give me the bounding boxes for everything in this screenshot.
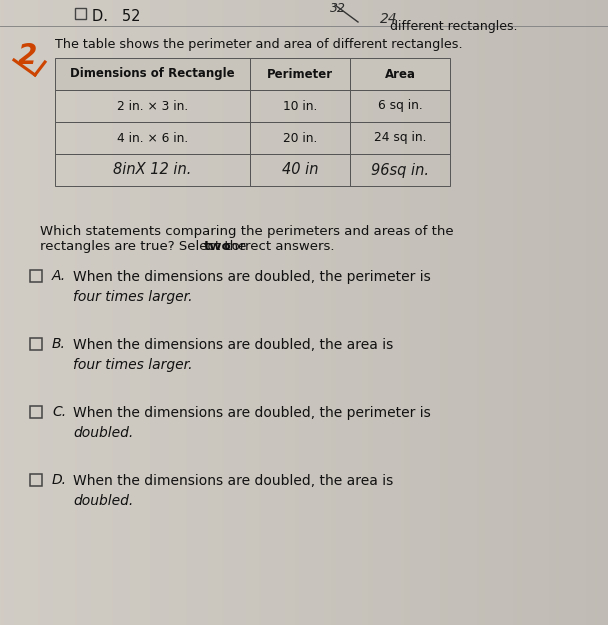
Text: rectangles are true? Select the: rectangles are true? Select the [40,240,250,253]
Bar [350,58,450,90]
Text: 32: 32 [330,2,346,15]
Text: 96sq in.: 96sq in. [371,162,429,177]
Bar [30,406,42,418]
Bar [250,154,350,186]
Bar [30,474,42,486]
Bar [75,8,86,19]
Text: 24: 24 [380,12,398,26]
Text: 8inX 12 in.: 8inX 12 in. [113,162,192,177]
Text: 10 in.: 10 in. [283,99,317,112]
Bar [250,90,350,122]
Bar [55,90,250,122]
Text: 20 in.: 20 in. [283,131,317,144]
Text: correct answers.: correct answers. [220,240,335,253]
Text: D.   52: D. 52 [92,9,140,24]
Text: 4 in. × 6 in.: 4 in. × 6 in. [117,131,188,144]
Text: two: two [204,240,232,253]
Text: 6 sq in.: 6 sq in. [378,99,423,112]
Text: 2: 2 [18,42,37,70]
Text: Area: Area [384,68,415,81]
Text: The table shows the perimeter and area of different rectangles.: The table shows the perimeter and area o… [55,38,463,51]
Bar [250,122,350,154]
Text: Which statements comparing the perimeters and areas of the: Which statements comparing the perimeter… [40,225,454,238]
Text: When the dimensions are doubled, the perimeter is: When the dimensions are doubled, the per… [73,270,430,284]
Bar [30,338,42,350]
Text: Dimensions of Rectangle: Dimensions of Rectangle [70,68,235,81]
Bar [350,90,450,122]
Bar [55,122,250,154]
Text: 2 in. × 3 in.: 2 in. × 3 in. [117,99,188,112]
Text: B.: B. [52,337,66,351]
Text: D.: D. [52,473,67,487]
Text: When the dimensions are doubled, the perimeter is: When the dimensions are doubled, the per… [73,406,430,420]
Bar [55,58,250,90]
Text: four times larger.: four times larger. [73,358,193,372]
Bar [350,154,450,186]
Text: When the dimensions are doubled, the area is: When the dimensions are doubled, the are… [73,474,393,488]
Text: different rectangles.: different rectangles. [390,20,517,33]
Text: When the dimensions are doubled, the area is: When the dimensions are doubled, the are… [73,338,393,352]
Bar [350,58,450,90]
Text: four times larger.: four times larger. [73,290,193,304]
Bar [250,58,350,90]
Text: doubled.: doubled. [73,494,133,508]
Text: 40 in: 40 in [282,162,318,177]
Text: A.: A. [52,269,66,283]
Text: 24 sq in.: 24 sq in. [374,131,426,144]
Bar [55,58,250,90]
Text: doubled.: doubled. [73,426,133,440]
Text: Perimeter: Perimeter [267,68,333,81]
Text: C.: C. [52,405,66,419]
Bar [250,58,350,90]
Bar [55,154,250,186]
Bar [350,122,450,154]
Bar [30,270,42,282]
